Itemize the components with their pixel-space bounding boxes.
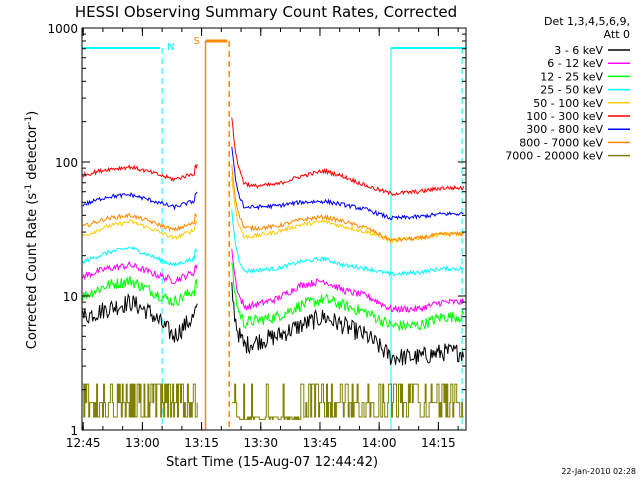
series-line-1-seg1 [231,248,465,313]
series-line-7-seg0 [82,213,198,233]
x-tick-label: 13:15 [184,436,219,450]
y-tick-label: 10 [63,290,78,304]
y-tick-label: 1000 [47,22,78,36]
annotation-layer: NS [82,36,466,430]
series-line-8-seg0 [82,383,198,418]
series-line-3-seg1 [231,209,465,277]
series-line-6-seg1 [231,146,464,221]
series-line-5-seg1 [231,117,465,197]
series-line-4-seg0 [82,219,198,241]
legend-label-4: 50 - 100 keV [533,97,603,110]
x-axis-label: Start Time (15-Aug-07 12:44:42) [166,455,378,470]
series-line-2-seg1 [231,262,465,331]
series-line-0-seg0 [82,292,198,343]
series-line-6-seg0 [82,191,198,211]
timestamp: 22-Jan-2010 02:28 [561,467,636,476]
x-tick-label: 14:15 [421,436,456,450]
series-line-2-seg0 [82,276,198,307]
x-tick-label: 13:30 [243,436,278,450]
night-label: N [167,42,174,53]
series-line-8-seg1 [231,383,464,420]
y-tick-label: 1 [70,424,78,438]
x-tick-label: 14:00 [362,436,397,450]
y-axis-label: Corrected Count Rate (s-1 detector-1) [24,111,40,349]
legend-label-0: 3 - 6 keV [554,44,603,57]
x-tick-label: 12:45 [66,436,101,450]
series-line-4-seg1 [231,176,464,244]
legend-label-6: 300 - 800 keV [526,123,603,136]
x-tick-label: 13:45 [303,436,338,450]
axis-layer: 1 10 100 1000 12:45 13:00 13:15 13:30 13:45 14:00… [47,22,466,450]
series-line-5-seg0 [82,163,198,182]
series-layer [82,117,465,420]
series-line-3-seg0 [82,245,198,268]
plot-frame [81,27,467,431]
series-line-7-seg1 [231,165,464,244]
chart-title: HESSI Observing Summary Count Rates, Cor… [75,3,457,21]
legend-label-5: 100 - 300 keV [526,110,603,123]
legend-header-att: Att 0 [604,28,630,41]
legend-header: Det 1,3,4,5,6,9, [544,15,630,28]
legend-label-1: 6 - 12 keV [547,57,603,70]
series-line-1-seg0 [82,260,198,285]
series-line-0-seg1 [231,282,465,366]
legend-label-2: 12 - 25 keV [540,70,603,83]
saa-label: S [194,36,200,47]
legend-label-8: 7000 - 20000 keV [505,150,603,163]
x-tick-label: 13:00 [125,436,160,450]
legend-label-3: 25 - 50 keV [540,84,603,97]
y-tick-label: 100 [55,156,78,170]
legend-label-7: 800 - 7000 keV [519,136,603,149]
